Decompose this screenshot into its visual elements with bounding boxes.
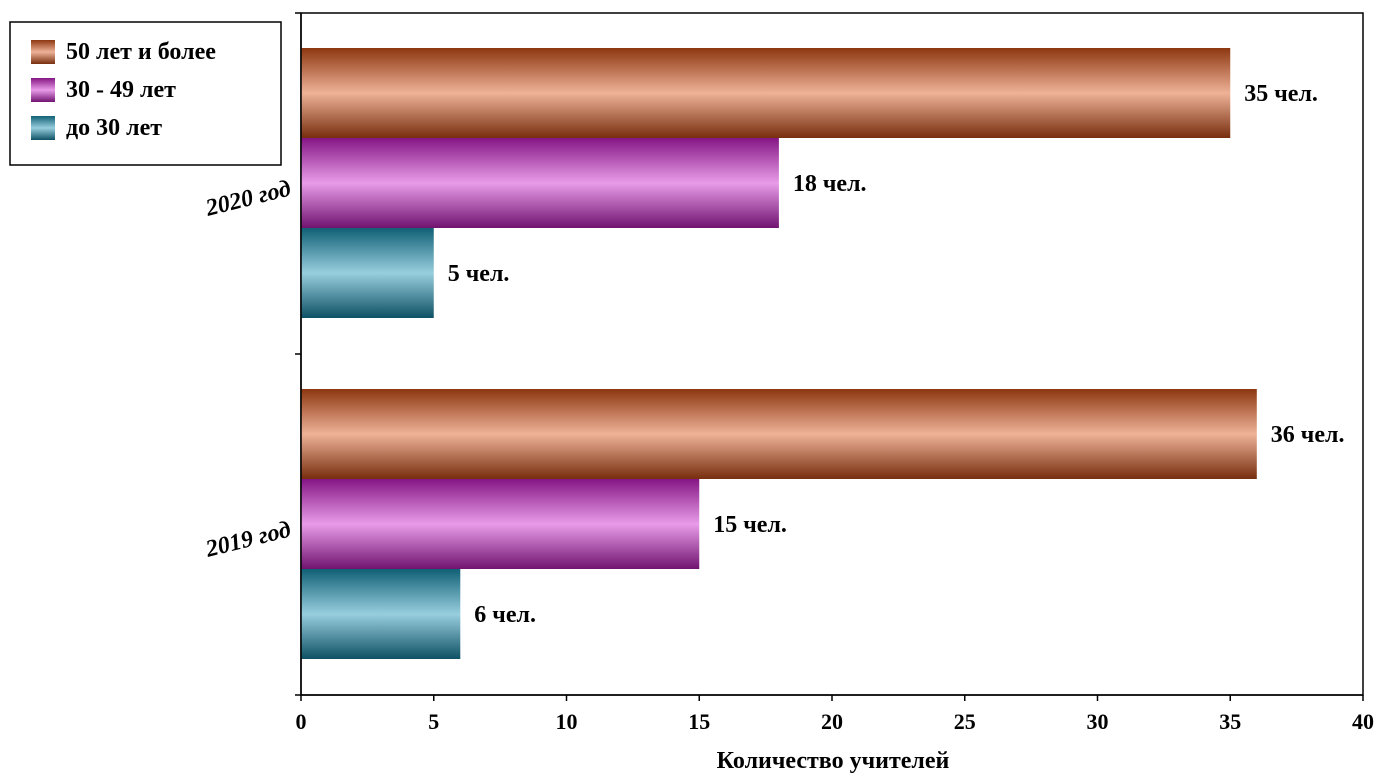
bar	[301, 138, 779, 228]
x-tick-label: 20	[821, 709, 843, 734]
legend-label: 30 - 49 лет	[66, 77, 176, 103]
legend-swatch	[31, 116, 55, 140]
legend-swatch	[31, 78, 55, 102]
x-tick-label: 25	[954, 709, 976, 734]
bar	[301, 228, 434, 318]
bar	[301, 48, 1231, 138]
x-tick-label: 40	[1352, 709, 1374, 734]
x-tick-label: 10	[556, 709, 578, 734]
bar-value-label: 35 чел.	[1244, 81, 1318, 107]
x-tick-label: 15	[688, 709, 710, 734]
bar-value-label: 18 чел.	[793, 171, 867, 197]
bar-value-label: 6 чел.	[474, 602, 536, 628]
bar	[301, 569, 461, 659]
x-tick-label: 30	[1087, 709, 1109, 734]
bar-value-label: 5 чел.	[448, 261, 510, 287]
category-label: 2020 год	[202, 176, 293, 222]
x-tick-label: 35	[1219, 709, 1241, 734]
bar	[301, 479, 700, 569]
legend-box	[9, 21, 282, 166]
bar	[301, 389, 1257, 479]
category-label: 2019 год	[202, 517, 293, 563]
x-tick-label: 0	[296, 709, 307, 734]
x-tick-label: 5	[428, 709, 439, 734]
bar-value-label: 15 чел.	[713, 512, 787, 538]
x-axis-title: Количество учителей	[717, 748, 950, 774]
bar-value-label: 36 чел.	[1271, 422, 1345, 448]
legend-label: до 30 лет	[66, 115, 162, 141]
legend-label: 50 лет и более	[66, 39, 216, 65]
legend-swatch	[31, 40, 55, 64]
